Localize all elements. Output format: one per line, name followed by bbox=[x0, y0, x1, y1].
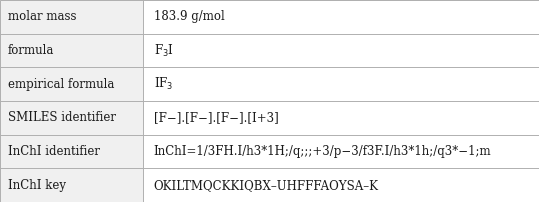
Bar bbox=[0, 0, 143, 34]
Bar bbox=[0, 101, 143, 135]
Text: empirical formula: empirical formula bbox=[8, 78, 114, 91]
Text: InChI key: InChI key bbox=[8, 179, 66, 192]
Bar bbox=[143, 168, 539, 202]
Text: SMILES identifier: SMILES identifier bbox=[8, 111, 116, 124]
Text: [F−].[F−].[F−].[I+3]: [F−].[F−].[F−].[I+3] bbox=[154, 111, 278, 124]
Bar bbox=[143, 101, 539, 135]
Text: molar mass: molar mass bbox=[8, 10, 77, 23]
Bar bbox=[143, 0, 539, 34]
Bar bbox=[0, 34, 143, 67]
Text: IF$_3$: IF$_3$ bbox=[154, 76, 173, 92]
Text: InChI identifier: InChI identifier bbox=[8, 145, 100, 158]
Text: formula: formula bbox=[8, 44, 54, 57]
Text: OKILTMQCKKIQBX–UHFFFAOYSA–K: OKILTMQCKKIQBX–UHFFFAOYSA–K bbox=[154, 179, 378, 192]
Bar bbox=[0, 168, 143, 202]
Text: InChI=1/3FH.I/h3*1H;/q;;;+3/p−3/f3F.I/h3*1h;/q3*−1;m: InChI=1/3FH.I/h3*1H;/q;;;+3/p−3/f3F.I/h3… bbox=[154, 145, 491, 158]
Text: 183.9 g/mol: 183.9 g/mol bbox=[154, 10, 224, 23]
Bar bbox=[143, 67, 539, 101]
Bar bbox=[143, 34, 539, 67]
Bar bbox=[0, 135, 143, 168]
Bar bbox=[0, 67, 143, 101]
Bar bbox=[143, 135, 539, 168]
Text: F$_3$I: F$_3$I bbox=[154, 42, 174, 59]
